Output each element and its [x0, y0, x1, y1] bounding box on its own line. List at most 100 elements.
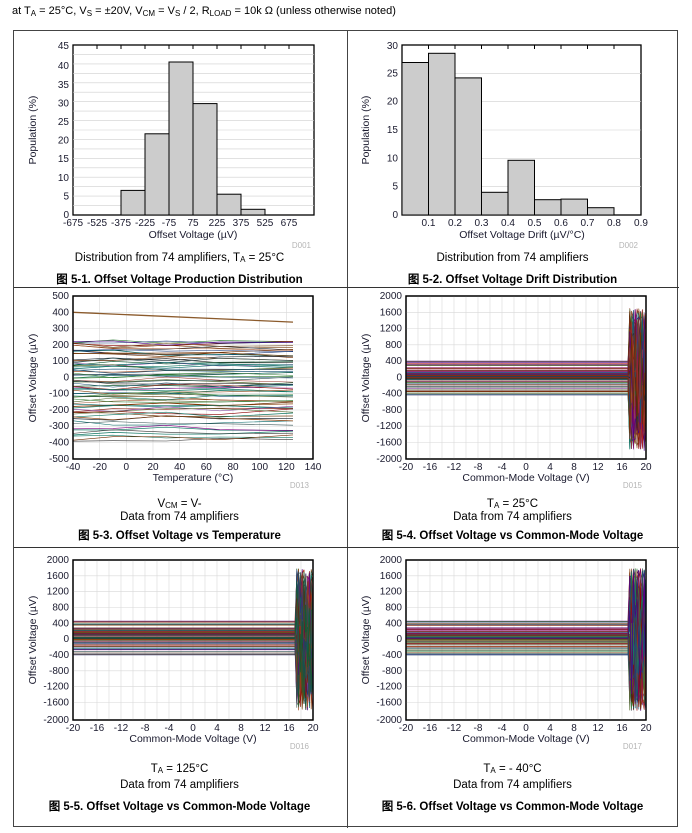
- svg-text:D013: D013: [290, 481, 310, 490]
- svg-text:D002: D002: [619, 241, 639, 250]
- svg-text:0: 0: [396, 373, 402, 384]
- svg-text:500: 500: [52, 291, 69, 302]
- svg-text:2000: 2000: [47, 555, 70, 566]
- svg-text:375: 375: [233, 218, 250, 229]
- svg-text:-800: -800: [382, 666, 402, 677]
- svg-text:-375: -375: [111, 218, 131, 229]
- svg-text:100: 100: [52, 356, 69, 367]
- svg-text:0.4: 0.4: [501, 218, 515, 229]
- svg-text:40: 40: [58, 61, 70, 72]
- svg-text:35: 35: [58, 80, 70, 91]
- svg-text:Offset Voltage (µV): Offset Voltage (µV): [360, 334, 372, 423]
- svg-text:0.3: 0.3: [475, 218, 489, 229]
- svg-text:10: 10: [58, 173, 70, 184]
- svg-text:-75: -75: [162, 218, 177, 229]
- svg-text:400: 400: [52, 307, 69, 318]
- svg-text:-400: -400: [382, 389, 402, 400]
- svg-text:1200: 1200: [380, 324, 403, 335]
- svg-text:-800: -800: [382, 405, 402, 416]
- svg-text:-20: -20: [92, 462, 107, 473]
- svg-text:12: 12: [259, 723, 271, 734]
- svg-text:1600: 1600: [380, 307, 403, 318]
- svg-text:12: 12: [592, 462, 604, 473]
- svg-text:525: 525: [257, 218, 274, 229]
- svg-text:20: 20: [640, 462, 652, 473]
- svg-text:-12: -12: [447, 723, 462, 734]
- svg-text:-800: -800: [49, 666, 69, 677]
- svg-text:-40: -40: [66, 462, 81, 473]
- svg-text:120: 120: [278, 462, 295, 473]
- svg-text:0: 0: [396, 634, 402, 645]
- svg-text:-225: -225: [135, 218, 155, 229]
- svg-text:0.7: 0.7: [581, 218, 595, 229]
- svg-text:-200: -200: [49, 405, 69, 416]
- svg-text:225: 225: [209, 218, 226, 229]
- svg-text:-1600: -1600: [376, 438, 402, 449]
- svg-text:0: 0: [124, 462, 130, 473]
- svg-text:Offset Voltage (µV): Offset Voltage (µV): [27, 334, 39, 423]
- svg-text:16: 16: [283, 723, 295, 734]
- svg-text:-1600: -1600: [43, 698, 69, 709]
- svg-text:-20: -20: [66, 723, 81, 734]
- svg-text:1600: 1600: [47, 571, 70, 582]
- svg-text:1200: 1200: [47, 587, 70, 598]
- svg-text:-20: -20: [399, 462, 414, 473]
- svg-text:Common-Mode Voltage (V): Common-Mode Voltage (V): [462, 472, 589, 484]
- svg-text:-16: -16: [90, 723, 105, 734]
- svg-text:-1200: -1200: [376, 421, 402, 432]
- svg-text:Common-Mode Voltage (V): Common-Mode Voltage (V): [462, 733, 589, 745]
- svg-text:-525: -525: [87, 218, 107, 229]
- svg-text:30: 30: [58, 98, 70, 109]
- svg-text:100: 100: [251, 462, 268, 473]
- svg-text:800: 800: [385, 340, 402, 351]
- svg-text:0: 0: [63, 373, 69, 384]
- svg-text:2000: 2000: [380, 555, 403, 566]
- svg-text:16: 16: [616, 462, 628, 473]
- svg-text:1200: 1200: [380, 587, 403, 598]
- svg-text:0.5: 0.5: [528, 218, 542, 229]
- svg-text:-16: -16: [423, 723, 438, 734]
- svg-text:400: 400: [385, 618, 402, 629]
- svg-text:2000: 2000: [380, 291, 403, 302]
- svg-text:Offset Voltage (µV): Offset Voltage (µV): [149, 229, 238, 241]
- svg-text:15: 15: [58, 154, 70, 165]
- svg-text:300: 300: [52, 324, 69, 335]
- svg-text:0.2: 0.2: [448, 218, 462, 229]
- svg-text:-12: -12: [114, 723, 129, 734]
- svg-text:10: 10: [387, 153, 399, 164]
- svg-text:D017: D017: [623, 742, 643, 751]
- svg-text:25: 25: [58, 117, 70, 128]
- svg-text:0.8: 0.8: [607, 218, 621, 229]
- svg-text:0.9: 0.9: [634, 218, 648, 229]
- svg-text:16: 16: [616, 723, 628, 734]
- svg-text:-20: -20: [399, 723, 414, 734]
- svg-text:0: 0: [63, 634, 69, 645]
- svg-text:20: 20: [387, 97, 399, 108]
- svg-text:30: 30: [387, 41, 399, 52]
- svg-text:-675: -675: [63, 218, 83, 229]
- svg-text:5: 5: [392, 182, 398, 193]
- svg-text:20: 20: [307, 723, 319, 734]
- svg-text:-400: -400: [49, 650, 69, 661]
- svg-text:D015: D015: [623, 481, 643, 490]
- svg-text:1600: 1600: [380, 571, 403, 582]
- svg-text:-400: -400: [49, 438, 69, 449]
- svg-text:-12: -12: [447, 462, 462, 473]
- svg-text:400: 400: [385, 356, 402, 367]
- svg-text:Population (%): Population (%): [27, 96, 39, 165]
- svg-text:12: 12: [592, 723, 604, 734]
- svg-text:Offset Voltage (µV): Offset Voltage (µV): [360, 596, 372, 685]
- svg-text:25: 25: [387, 68, 399, 79]
- svg-text:-1200: -1200: [43, 682, 69, 693]
- svg-text:0: 0: [392, 210, 398, 221]
- svg-text:20: 20: [58, 136, 70, 147]
- svg-text:800: 800: [52, 603, 69, 614]
- svg-text:200: 200: [52, 340, 69, 351]
- svg-text:D001: D001: [292, 241, 312, 250]
- svg-text:15: 15: [387, 125, 399, 136]
- svg-text:Common-Mode Voltage (V): Common-Mode Voltage (V): [129, 733, 256, 745]
- svg-text:-1600: -1600: [376, 698, 402, 709]
- svg-text:45: 45: [58, 41, 70, 52]
- svg-text:D016: D016: [290, 742, 310, 751]
- svg-text:800: 800: [385, 603, 402, 614]
